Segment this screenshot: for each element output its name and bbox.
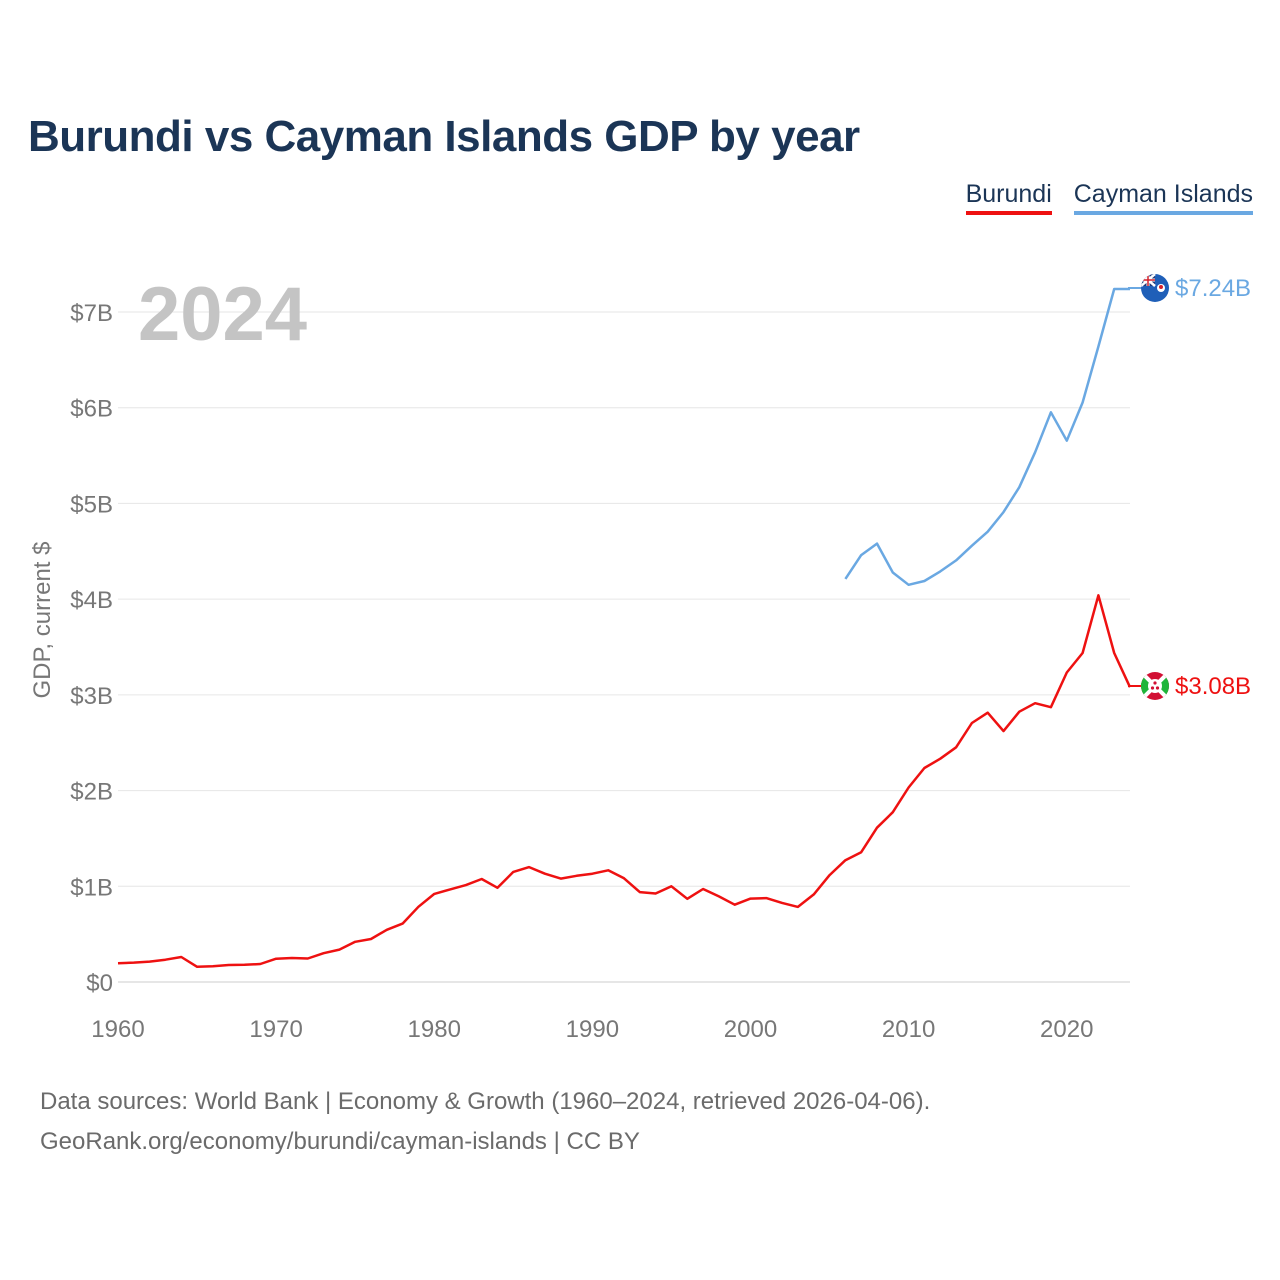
burundi-end-value-label: $3.08B <box>1175 673 1251 700</box>
x-tick-labels: 1960 1970 1980 1990 2000 2010 2020 <box>91 1016 1093 1043</box>
y-tick-label: $3B <box>70 683 113 710</box>
cayman-islands-flag-icon <box>1141 274 1169 302</box>
y-tick-label: $4B <box>70 587 113 614</box>
x-tick-label: 2000 <box>724 1016 777 1043</box>
data-source-line: Data sources: World Bank | Economy & Gro… <box>40 1088 931 1115</box>
series-lines <box>117 287 1132 969</box>
legend-item-burundi[interactable]: Burundi <box>965 180 1052 215</box>
year-watermark: 2024 <box>138 272 307 357</box>
x-tick-label: 1980 <box>408 1016 461 1043</box>
x-tick-label: 2020 <box>1040 1016 1093 1043</box>
grid-lines <box>118 311 1130 983</box>
chart-title: Burundi vs Cayman Islands GDP by year <box>28 112 860 161</box>
x-tick-label: 1970 <box>249 1016 302 1043</box>
burundi-flag-icon <box>1141 672 1169 700</box>
source-url-line[interactable]: GeoRank.org/economy/burundi/cayman-islan… <box>40 1128 640 1155</box>
cayman-end-value-label: $7.24B <box>1175 275 1251 302</box>
y-tick-label: $7B <box>70 300 113 327</box>
legend-item-cayman-islands[interactable]: Cayman Islands <box>1073 180 1253 215</box>
y-tick-label: $1B <box>70 874 113 901</box>
x-tick-label: 2010 <box>882 1016 935 1043</box>
y-tick-label: $2B <box>70 779 113 806</box>
y-tick-labels: $0 $1B $2B $3B $4B $5B $6B $7B <box>70 300 113 997</box>
y-tick-label: $0 <box>86 970 113 997</box>
y-tick-label: $5B <box>70 491 113 518</box>
series-line-burundi <box>117 594 1132 969</box>
x-tick-label: 1960 <box>91 1016 144 1043</box>
legend: Burundi Cayman Islands <box>965 180 1253 215</box>
series-line-cayman-islands <box>844 287 1130 587</box>
y-axis-label: GDP, current $ <box>29 542 56 699</box>
footer: Data sources: World Bank | Economy & Gro… <box>40 1082 930 1162</box>
y-tick-label: $6B <box>70 396 113 423</box>
x-tick-label: 1990 <box>566 1016 619 1043</box>
